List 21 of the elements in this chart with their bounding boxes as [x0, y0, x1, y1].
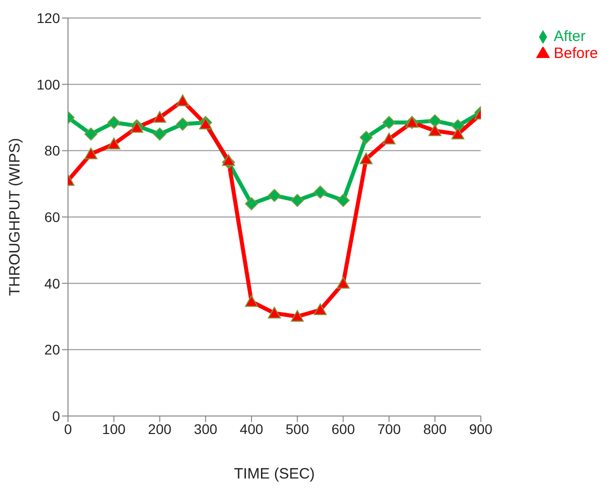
y-tick-label: 120 [36, 10, 60, 26]
x-axis-title: TIME (SEC) [234, 466, 315, 483]
y-tick-label: 20 [44, 342, 60, 358]
x-tick-label: 300 [194, 420, 218, 437]
x-tick-label: 900 [469, 420, 493, 437]
x-tick-label: 600 [332, 420, 356, 437]
x-tick-label: 800 [423, 420, 447, 437]
y-axis-title: THROUGHPUT (WIPS) [6, 138, 24, 296]
x-tick-label: 500 [286, 420, 310, 437]
y-tick-label: 80 [44, 142, 60, 159]
legend-label: After [554, 28, 586, 45]
x-tick-label: 700 [377, 420, 401, 437]
x-tick-label: 0 [64, 420, 72, 437]
legend-label: Before [554, 45, 598, 62]
x-tick-label: 400 [240, 420, 264, 437]
x-tick-label: 200 [148, 420, 172, 437]
x-tick-label: 100 [102, 420, 126, 437]
y-tick-label: 60 [44, 208, 60, 225]
y-tick-label: 40 [44, 275, 60, 292]
y-tick-label: 0 [52, 408, 60, 424]
y-tick-label: 100 [36, 76, 60, 92]
